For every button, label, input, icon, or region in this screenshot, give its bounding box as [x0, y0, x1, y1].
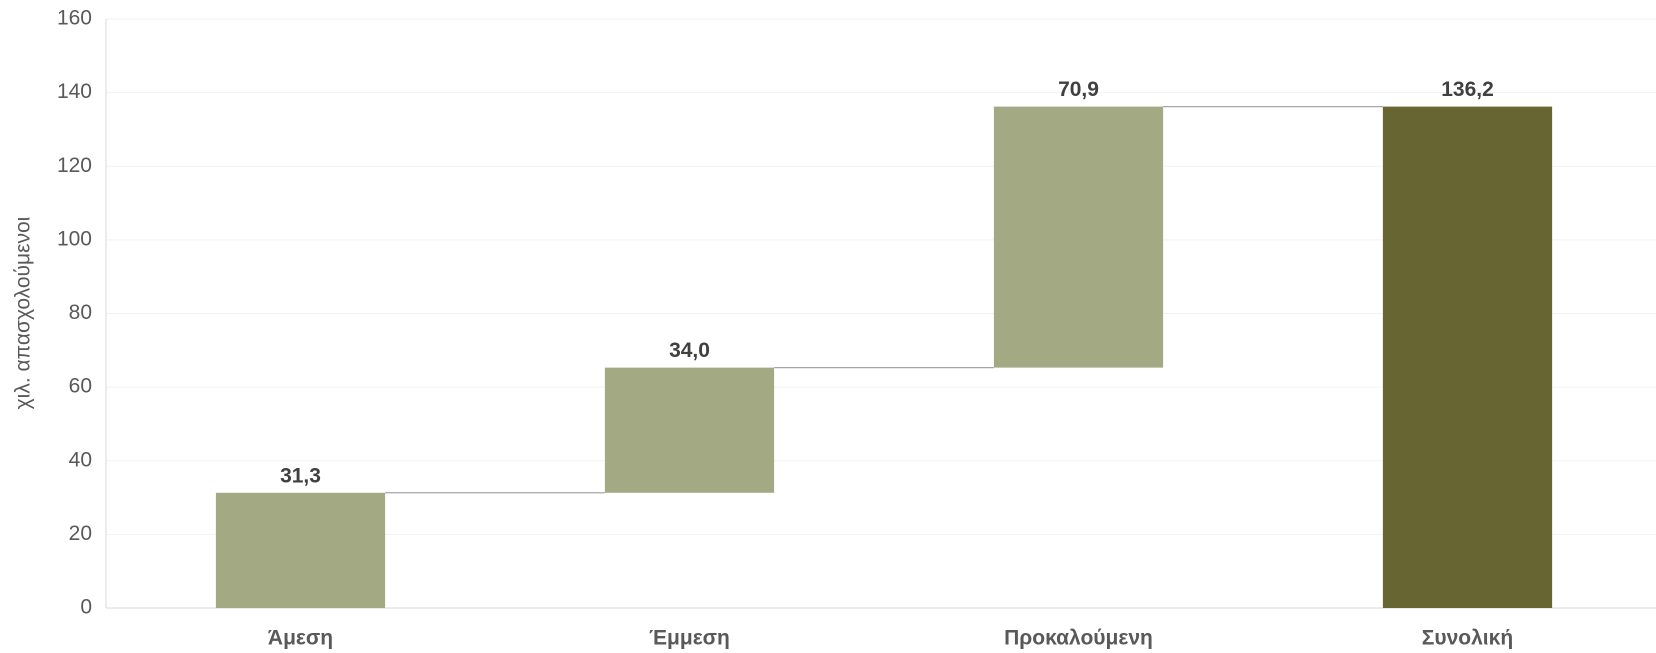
x-tick-label: Προκαλούμενη [1004, 627, 1153, 650]
y-tick-label: 0 [80, 596, 92, 619]
bar [604, 367, 775, 493]
value-label: 136,2 [1441, 78, 1494, 101]
y-tick-label: 160 [57, 7, 92, 30]
y-tick-label: 120 [57, 154, 92, 177]
y-tick-label: 20 [69, 522, 92, 545]
bar [215, 492, 386, 608]
y-tick-label: 100 [57, 227, 92, 250]
x-tick-label: Άμεση [268, 627, 333, 650]
x-tick-label: Συνολική [1422, 627, 1513, 650]
value-label: 70,9 [1058, 78, 1099, 101]
x-tick-label: Έμμεση [649, 627, 730, 650]
y-tick-label: 140 [57, 80, 92, 103]
y-tick-label: 40 [69, 448, 92, 471]
y-tick-label: 60 [69, 375, 92, 398]
bar [1382, 106, 1553, 609]
y-tick-label: 80 [69, 301, 92, 324]
y-axis-label: χιλ. απασχολούμενοι [12, 216, 35, 409]
value-label: 31,3 [280, 464, 321, 487]
value-label: 34,0 [669, 339, 710, 362]
bar [993, 106, 1164, 368]
